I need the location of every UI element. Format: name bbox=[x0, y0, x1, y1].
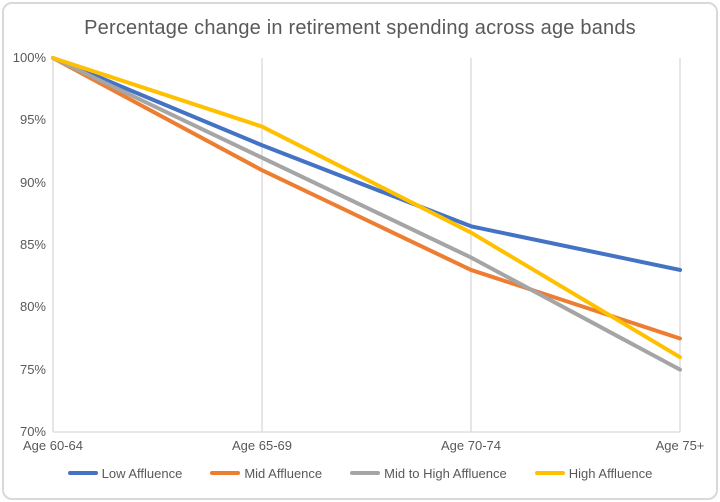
x-axis-category-label: Age 65-69 bbox=[232, 438, 292, 453]
legend-label: High Affluence bbox=[568, 465, 653, 481]
y-axis-tick-label: 95% bbox=[19, 112, 46, 128]
series-line-mid-affluence bbox=[51, 56, 682, 341]
y-axis-tick-label: 80% bbox=[19, 299, 46, 315]
legend-label: Low Affluence bbox=[101, 465, 183, 481]
legend-item-mid-affluence: Mid Affluence bbox=[210, 466, 322, 481]
legend-swatch-mid-to-high-affluence-icon bbox=[350, 471, 381, 475]
x-axis-category-label: Age 60-64 bbox=[23, 438, 83, 453]
x-axis-category-label: Age 75+ bbox=[655, 438, 705, 453]
series-line-high-affluence bbox=[51, 56, 682, 360]
y-axis-tick-label: 100% bbox=[12, 50, 46, 65]
legend-swatch-mid-affluence-icon bbox=[210, 471, 241, 475]
legend-item-mid-to-high-affluence: Mid to High Affluence bbox=[350, 466, 507, 481]
y-axis-tick-label: 90% bbox=[19, 174, 46, 190]
chart-title: Percentage change in retirement spending… bbox=[84, 17, 636, 39]
series-line-mid-to-high-affluence bbox=[51, 56, 682, 372]
legend-label: Mid Affluence bbox=[244, 465, 323, 481]
legend-swatch-high-affluence-icon bbox=[534, 471, 565, 475]
legend-item-high-affluence: High Affluence bbox=[534, 465, 653, 481]
y-axis-tick-label: 75% bbox=[19, 361, 46, 377]
x-axis-category-label: Age 70-74 bbox=[441, 438, 501, 453]
legend-swatch-low-affluence-icon bbox=[67, 471, 98, 475]
chart-legend: Low Affluence Mid Affluence Mid to High Af… bbox=[0, 462, 720, 484]
y-axis-tick-label: 85% bbox=[19, 237, 46, 252]
y-axis-tick-label: 70% bbox=[19, 424, 46, 439]
legend-item-low-affluence: Low Affluence bbox=[67, 465, 183, 481]
series-line-low-affluence bbox=[51, 56, 682, 272]
legend-label: Mid to High Affluence bbox=[384, 465, 507, 481]
